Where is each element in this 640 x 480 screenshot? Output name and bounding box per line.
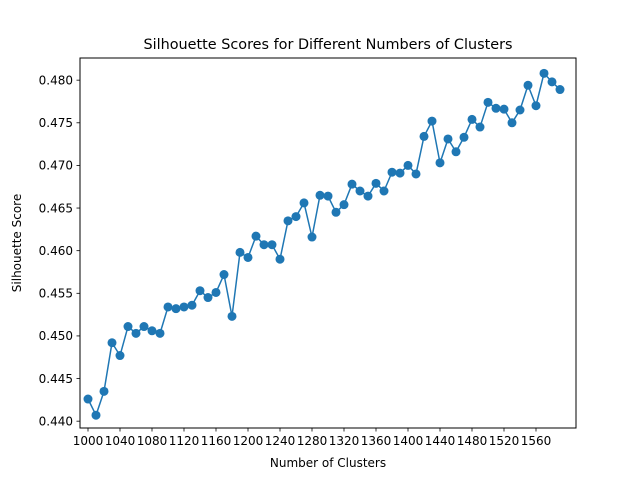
data-point — [243, 252, 253, 262]
data-point — [179, 302, 189, 312]
data-point — [251, 231, 261, 241]
data-point — [283, 216, 293, 226]
plot-frame — [79, 57, 577, 429]
data-point — [291, 212, 301, 222]
data-point — [363, 191, 373, 201]
data-point — [211, 287, 221, 297]
x-tick-label: 1520 — [489, 434, 520, 448]
x-tick-label: 1400 — [393, 434, 424, 448]
data-point — [83, 394, 93, 404]
y-tick-label: 0.465 — [39, 201, 73, 215]
x-tick-label: 1280 — [297, 434, 328, 448]
data-point — [555, 85, 565, 95]
data-point — [499, 104, 509, 114]
data-point — [123, 322, 133, 332]
data-point — [387, 167, 397, 177]
data-point — [315, 190, 325, 200]
data-point — [371, 178, 381, 188]
data-point — [195, 286, 205, 296]
data-point — [203, 293, 213, 303]
x-axis: 1000 1040 1080 1120 1160 1200 1240 1280 1320 1360… — [73, 428, 552, 448]
x-tick-label: 1040 — [105, 434, 136, 448]
data-point — [147, 326, 157, 336]
x-tick-label: 1480 — [457, 434, 488, 448]
data-point — [299, 198, 309, 208]
data-point — [547, 77, 557, 87]
x-tick-label: 1000 — [73, 434, 104, 448]
data-point — [259, 240, 269, 250]
y-tick-label: 0.475 — [39, 116, 73, 130]
data-point — [483, 97, 493, 107]
y-tick-label: 0.455 — [39, 287, 73, 301]
data-point — [451, 147, 461, 157]
data-point — [379, 186, 389, 196]
data-point — [531, 101, 541, 111]
data-point — [323, 191, 333, 201]
data-point — [187, 300, 197, 310]
data-point — [435, 158, 445, 168]
data-point — [219, 270, 229, 280]
y-tick-label: 0.460 — [39, 244, 73, 258]
data-point — [155, 328, 165, 338]
data-point — [307, 232, 317, 242]
y-tick-label: 0.450 — [39, 329, 73, 343]
data-point — [171, 304, 181, 314]
data-point — [355, 186, 365, 196]
data-point — [395, 168, 405, 178]
x-tick-label: 1440 — [425, 434, 456, 448]
chart-title: Silhouette Scores for Different Numbers … — [143, 37, 512, 53]
data-point — [419, 131, 429, 141]
data-point — [403, 160, 413, 170]
data-point — [275, 254, 285, 264]
data-point — [459, 132, 469, 142]
data-point — [507, 118, 517, 128]
data-point — [467, 114, 477, 124]
data-point — [131, 328, 141, 338]
x-tick-label: 1560 — [521, 434, 552, 448]
x-tick-label: 1160 — [201, 434, 232, 448]
x-tick-label: 1360 — [361, 434, 392, 448]
y-axis-label: Silhouette Score — [10, 194, 24, 292]
x-tick-label: 1240 — [265, 434, 296, 448]
y-tick-label: 0.480 — [39, 73, 73, 87]
data-point — [523, 80, 533, 90]
data-point — [99, 386, 109, 396]
data-point — [475, 122, 485, 132]
data-point — [267, 240, 277, 250]
x-tick-label: 1120 — [169, 434, 200, 448]
x-tick-label: 1200 — [233, 434, 264, 448]
data-point — [139, 322, 149, 332]
plot-area — [83, 68, 565, 420]
x-axis-label: Number of Clusters — [270, 456, 386, 470]
data-point — [115, 351, 125, 361]
data-point — [91, 410, 101, 420]
data-point — [539, 68, 549, 78]
y-tick-label: 0.445 — [39, 372, 73, 386]
x-tick-label: 1320 — [329, 434, 360, 448]
data-point — [491, 103, 501, 113]
y-axis: 0.440 0.445 0.450 0.455 0.460 0.465 0.470 0.475… — [39, 73, 80, 428]
y-tick-label: 0.440 — [39, 414, 73, 428]
data-point — [163, 302, 173, 312]
data-point — [427, 116, 437, 126]
data-point — [443, 134, 453, 144]
data-point — [515, 105, 525, 115]
data-point — [411, 169, 421, 179]
data-point — [235, 247, 245, 257]
x-tick-label: 1080 — [137, 434, 168, 448]
data-point — [107, 338, 117, 348]
data-point — [339, 200, 349, 210]
y-tick-label: 0.470 — [39, 159, 73, 173]
data-point — [347, 179, 357, 189]
data-point — [227, 311, 237, 321]
data-point — [331, 207, 341, 217]
